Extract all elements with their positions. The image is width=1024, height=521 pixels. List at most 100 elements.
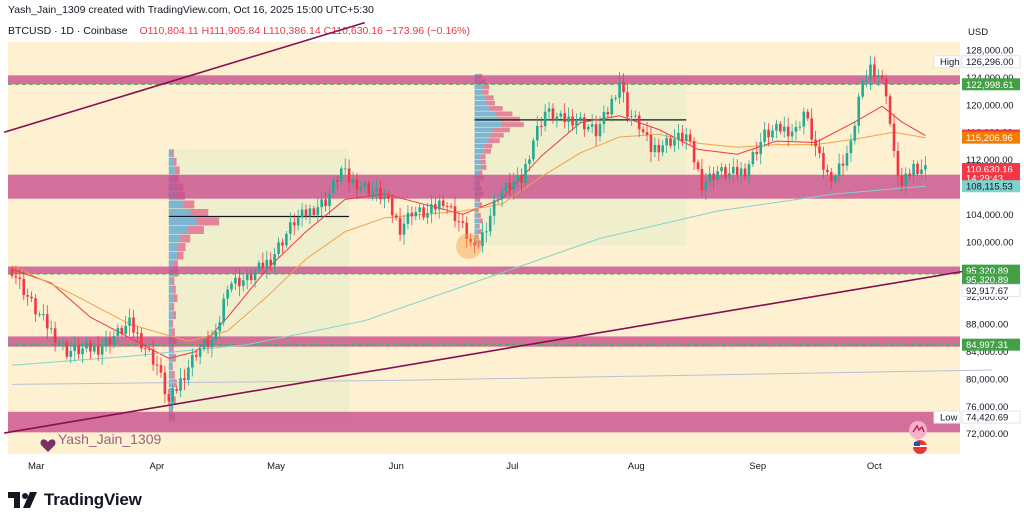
price-tag-value: 108,115.53 [966,182,1013,193]
volume-bar [474,229,479,234]
volume-bar [172,328,175,337]
earnings-icon[interactable] [909,421,927,439]
candle-body [390,198,394,216]
volume-bar [173,294,178,303]
candle-body [89,342,92,352]
time-axis[interactable]: Mar Apr May Jun Jul Aug Sep Oct [28,461,882,472]
candle-body [924,165,927,170]
candle-body [53,328,57,343]
us-flag-icon[interactable] [913,440,927,454]
volume-bar [168,311,173,320]
candle-body [763,129,766,142]
candle-body [904,173,908,186]
volume-bar [474,132,491,138]
price-tag-value: 92,917.67 [966,286,1008,297]
price-tick-label: 88,000.00 [966,320,1008,331]
volume-bar [168,370,173,379]
candle-body [143,348,147,350]
candle-body [488,215,492,232]
candle-body [845,153,849,166]
candle-body [630,116,633,118]
candle-body [614,97,617,99]
volume-bar [481,164,487,170]
channel-line [3,21,366,133]
candle-body [461,221,465,223]
volume-bar [176,251,184,260]
candle-body [555,116,559,120]
volume-bar [478,213,481,218]
zone-band [8,266,960,275]
candle-body [712,173,715,180]
price-chart[interactable]: 128,000.00124,000.00120,000.00116,000.00… [0,0,1024,487]
month-tick-label: Apr [150,461,165,472]
volume-bar [168,328,173,337]
month-tick-label: Sep [749,461,766,472]
candle-body [175,388,178,391]
volume-bar [474,116,500,122]
candle-body [336,180,339,182]
volume-bar [168,319,172,328]
candle-body [767,129,770,138]
open-value: O110,804.11 [139,25,199,37]
candle-body [563,113,567,123]
candle-body [551,108,555,120]
candle-body [387,196,390,199]
price-axis[interactable]: 128,000.00124,000.00120,000.00116,000.00… [966,46,1014,441]
candle-body [194,354,198,357]
volume-bar [474,143,485,149]
candle-body [434,204,437,210]
volume-bar [174,166,180,175]
candle-body [500,191,504,200]
candle-body [700,168,704,191]
heart-icon [40,439,56,452]
volume-bar [196,217,220,226]
candle-body [108,338,112,345]
candle-body [579,117,582,120]
candle-body [249,274,253,281]
zone-band [8,75,960,85]
candle-body [622,82,625,93]
candle-body [273,254,276,266]
tradingview-branding[interactable]: TradingView [8,487,142,513]
candle-body [869,64,872,81]
candle-body [857,96,861,126]
candle-body [849,140,853,154]
volume-bar [474,100,486,106]
candle-body [430,204,433,214]
candle-body [606,111,610,115]
candle-body [688,134,692,142]
volume-bar [171,404,173,413]
volume-bar [474,106,491,111]
candle-body [61,342,65,344]
candle-body [602,111,606,125]
candle-body [457,221,461,223]
volume-bar [485,95,494,101]
volume-bar [173,157,177,166]
price-tick-label: 72,000.00 [966,429,1008,440]
volume-bar [168,251,177,260]
candle-body [65,342,69,357]
candle-body [673,139,676,146]
candle-body [26,295,29,297]
candle-body [747,164,751,177]
candle-body [277,242,280,255]
candle-body [798,126,802,128]
candle-body [93,345,96,352]
candle-body [896,150,900,176]
volume-bar [168,379,174,388]
candle-body [481,232,484,247]
price-tick-label: 120,000.00 [966,100,1014,111]
supply-demand-zones [8,75,960,433]
candle-body [873,64,876,78]
candle-body [81,348,84,355]
volume-bar [171,302,175,311]
candle-body [528,159,531,164]
candle-body [837,163,841,177]
candle-body [512,181,516,190]
candle-body [379,187,382,200]
candle-body [402,223,406,235]
price-tick-label: 100,000.00 [966,237,1014,248]
moving-average-line [11,369,993,385]
volume-bar [173,260,178,269]
price-tag [962,131,1020,144]
